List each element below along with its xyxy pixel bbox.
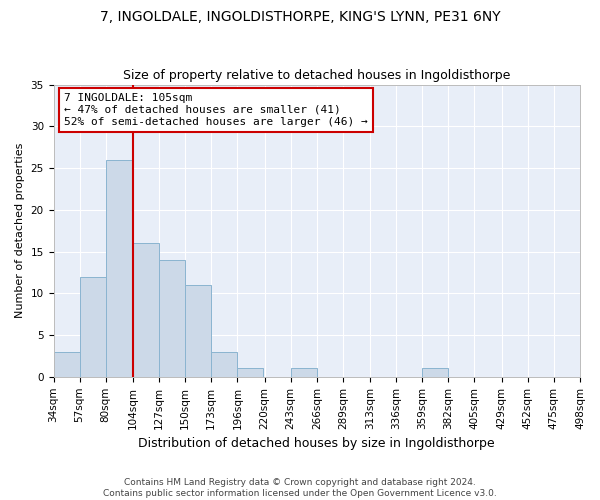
Bar	[53, 352, 80, 377]
Bar	[238, 368, 263, 377]
Bar	[80, 276, 106, 377]
Bar	[211, 352, 238, 377]
Text: Contains HM Land Registry data © Crown copyright and database right 2024.
Contai: Contains HM Land Registry data © Crown c…	[103, 478, 497, 498]
X-axis label: Distribution of detached houses by size in Ingoldisthorpe: Distribution of detached houses by size …	[139, 437, 495, 450]
Text: 7, INGOLDALE, INGOLDISTHORPE, KING'S LYNN, PE31 6NY: 7, INGOLDALE, INGOLDISTHORPE, KING'S LYN…	[100, 10, 500, 24]
Text: 7 INGOLDALE: 105sqm
← 47% of detached houses are smaller (41)
52% of semi-detach: 7 INGOLDALE: 105sqm ← 47% of detached ho…	[64, 94, 368, 126]
Bar	[159, 260, 185, 377]
Bar	[422, 368, 448, 377]
Title: Size of property relative to detached houses in Ingoldisthorpe: Size of property relative to detached ho…	[123, 69, 511, 82]
Bar	[290, 368, 317, 377]
Bar	[185, 285, 211, 377]
Y-axis label: Number of detached properties: Number of detached properties	[15, 143, 25, 318]
Bar	[133, 243, 159, 377]
Bar	[106, 160, 132, 377]
